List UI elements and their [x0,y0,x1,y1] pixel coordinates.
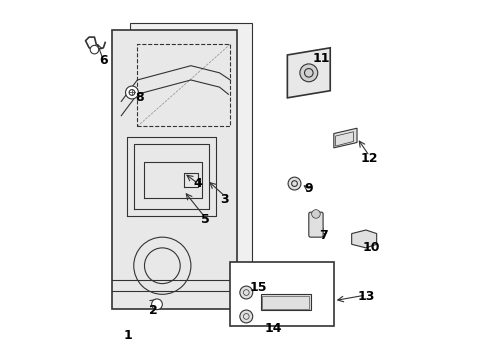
Bar [260,294,310,310]
Text: 2: 2 [149,304,158,317]
Text: 14: 14 [264,322,281,335]
Circle shape [299,64,317,82]
Circle shape [240,310,252,323]
Circle shape [311,210,320,218]
Text: 4: 4 [193,177,202,190]
Circle shape [90,45,99,54]
Polygon shape [287,48,329,98]
Circle shape [125,86,138,99]
Text: 1: 1 [124,329,133,342]
Text: 7: 7 [318,229,327,242]
Text: 11: 11 [312,52,329,65]
Polygon shape [130,23,251,301]
Text: 5: 5 [201,213,209,226]
Bar [262,296,308,309]
Polygon shape [112,30,237,309]
Circle shape [287,177,300,190]
Circle shape [151,299,162,310]
Text: 13: 13 [357,289,374,303]
Polygon shape [333,128,356,148]
Text: 9: 9 [304,183,312,195]
Text: 8: 8 [135,91,143,104]
Text: 12: 12 [360,152,378,165]
Text: 3: 3 [220,193,229,206]
Polygon shape [351,230,376,248]
Text: 15: 15 [249,281,266,294]
Circle shape [240,286,252,299]
FancyBboxPatch shape [308,212,323,237]
Bar [230,262,333,327]
Text: 10: 10 [362,241,379,255]
Text: 6: 6 [99,54,107,67]
